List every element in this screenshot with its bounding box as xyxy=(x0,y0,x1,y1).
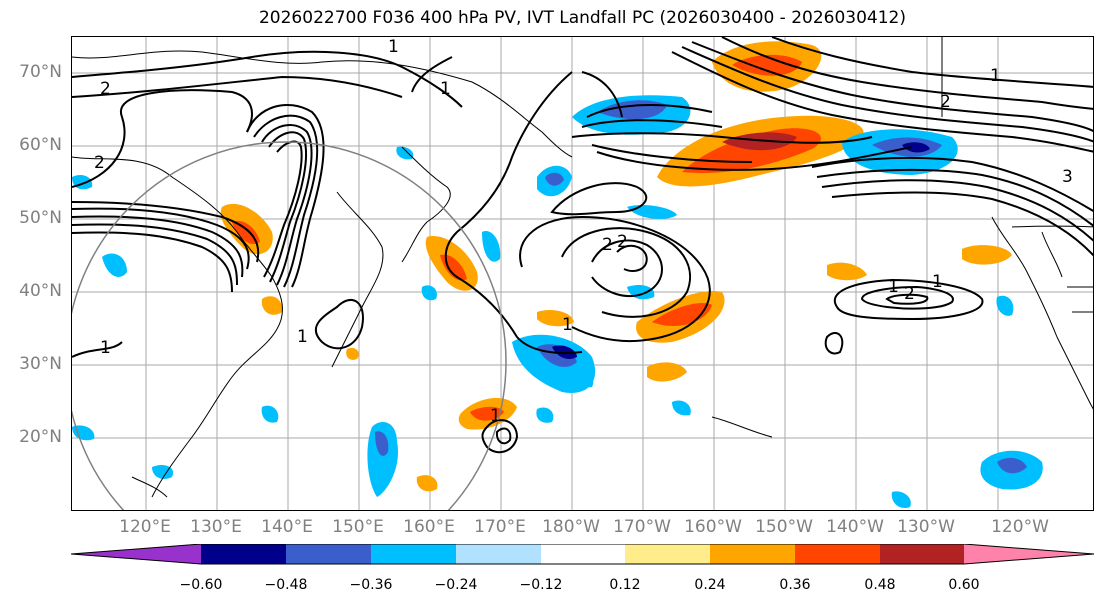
colorbar-tick: 0.36 xyxy=(779,577,811,593)
lat-label-70n: 70°N xyxy=(19,62,62,82)
lon-label-160w: 160°W xyxy=(684,517,742,537)
colorbar-swatch xyxy=(964,544,1094,564)
lat-label-30n: 30°N xyxy=(19,354,62,374)
contour-label: 1 xyxy=(932,272,943,292)
lon-label-170w: 170°W xyxy=(613,517,671,537)
colorbar-swatch xyxy=(541,544,625,564)
contour-label: 2 xyxy=(904,284,915,304)
colorbar-swatch xyxy=(456,544,541,564)
coastlines xyxy=(72,37,1093,498)
lon-label-120e: 120°E xyxy=(119,517,171,537)
colorbar-tick: −0.12 xyxy=(519,577,563,593)
lon-label-180w: 180°W xyxy=(542,517,600,537)
contour-label: 1 xyxy=(562,315,573,335)
colorbar-tick: −0.24 xyxy=(434,577,478,593)
contour-label: 1 xyxy=(100,338,111,358)
colorbar-tick: −0.36 xyxy=(349,577,393,593)
colorbar-tick: −0.60 xyxy=(179,577,223,593)
lat-label-50n: 50°N xyxy=(19,208,62,228)
map-title: 2026022700 F036 400 hPa PV, IVT Landfall… xyxy=(258,8,906,28)
lon-label-140w: 140°W xyxy=(826,517,884,537)
contour-label: 1 xyxy=(490,406,501,426)
colorbar-swatch xyxy=(880,544,964,564)
contour-label: 2 xyxy=(94,153,105,173)
map-canvas: 1 2 2 1 1 1 2 2 1 1 2 3 1 2 1 1 xyxy=(72,37,1093,510)
lon-label-140e: 140°E xyxy=(261,517,313,537)
colorbar-swatch xyxy=(201,544,286,564)
lon-label-150e: 150°E xyxy=(332,517,384,537)
contour-label: 2 xyxy=(602,235,613,255)
colorbar-tick: 0.24 xyxy=(694,577,726,593)
colorbar-tick: 0.12 xyxy=(609,577,641,593)
lon-label-130e: 130°E xyxy=(190,517,242,537)
contour-label: 1 xyxy=(888,277,899,297)
contour-label: 1 xyxy=(440,79,451,99)
pv-contours xyxy=(72,37,1093,454)
colorbar-swatch xyxy=(71,544,201,564)
colorbar-swatch xyxy=(371,544,456,564)
contour-label: 1 xyxy=(990,66,1001,86)
lon-label-150w: 150°W xyxy=(755,517,813,537)
landfall-region-circle xyxy=(72,141,507,510)
colorbar-swatch xyxy=(710,544,795,564)
lat-label-40n: 40°N xyxy=(19,281,62,301)
colorbar xyxy=(71,544,1094,565)
colorbar-outline xyxy=(71,544,1094,565)
lat-label-60n: 60°N xyxy=(19,135,62,155)
colorbar-swatch xyxy=(286,544,371,564)
lon-label-130w: 130°W xyxy=(897,517,955,537)
contour-label: 1 xyxy=(297,327,308,347)
contour-label: 2 xyxy=(617,232,628,252)
contour-label: 1 xyxy=(388,37,399,57)
contour-labels: 1 2 2 1 1 1 2 2 1 1 2 3 1 2 1 1 xyxy=(94,37,1073,426)
lon-label-170e: 170°E xyxy=(474,517,526,537)
contour-label: 2 xyxy=(940,92,951,112)
map-panel: 1 2 2 1 1 1 2 2 1 1 2 3 1 2 1 1 xyxy=(71,36,1094,511)
lat-label-20n: 20°N xyxy=(19,427,62,447)
colorbar-swatch xyxy=(625,544,710,564)
contour-label: 3 xyxy=(1062,167,1073,187)
lon-label-120w: 120°W xyxy=(991,517,1049,537)
colorbar-swatch xyxy=(795,544,880,564)
colorbar-tick: −0.48 xyxy=(264,577,308,593)
colorbar-tick: 0.48 xyxy=(864,577,896,593)
colorbar-tick: 0.60 xyxy=(948,577,980,593)
contour-label: 2 xyxy=(100,79,111,99)
lon-label-160e: 160°E xyxy=(403,517,455,537)
